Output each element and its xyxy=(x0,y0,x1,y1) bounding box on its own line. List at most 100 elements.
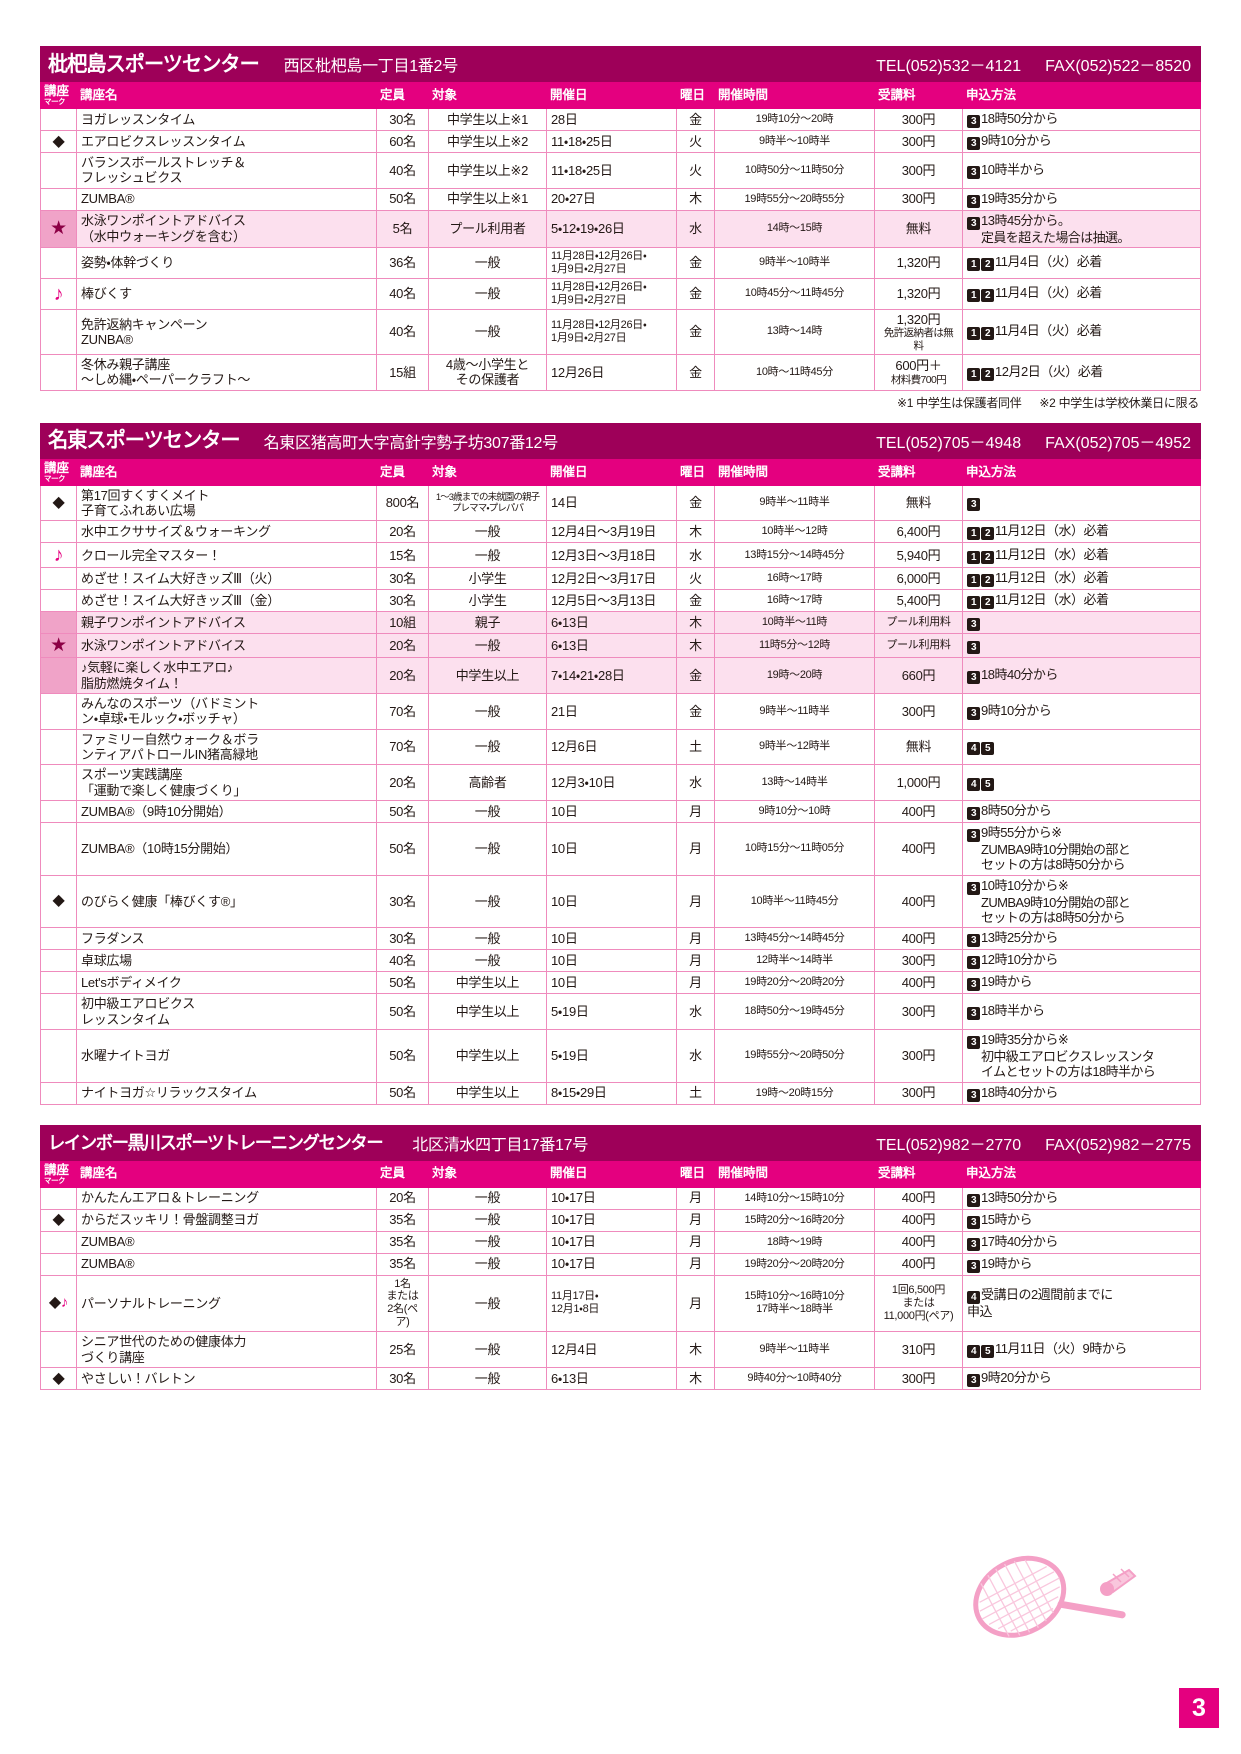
cell-target: 一般 xyxy=(428,1367,547,1391)
column-header-date: 開催日 xyxy=(546,458,677,486)
cell-fee: 1,320円 免許返納者は無料 xyxy=(874,308,963,355)
apply-method-badge-3: 3 xyxy=(967,934,980,948)
cell-day-of-week: 月 xyxy=(676,799,715,823)
cell-capacity: 35名 xyxy=(376,1252,429,1276)
footnote-item: ※2 中学生は学校休業日に限る xyxy=(1039,395,1199,410)
cell-fee: 300円 xyxy=(874,1081,963,1105)
cell-time: 12時半～14時半 xyxy=(714,949,875,973)
cell-day-of-week: 木 xyxy=(676,187,715,211)
cell-time: 19時20分～20時20分 xyxy=(714,1252,875,1276)
cell-course-name: ♪気軽に楽しく水中エアロ♪ 脂肪燃焼タイム！ xyxy=(76,657,377,694)
cell-capacity: 50名 xyxy=(376,971,429,995)
cell-fee: 無料 xyxy=(874,728,963,766)
apply-method-badge-3: 3 xyxy=(967,1088,980,1102)
column-header-capacity: 定員 xyxy=(376,458,429,486)
cell-fee: 5,400円 xyxy=(874,589,963,613)
cell-target: 一般 xyxy=(428,246,547,279)
cell-fee: 1回6,500円 または 11,000円(ペア) xyxy=(874,1274,963,1333)
apply-method-badge-1: 1 xyxy=(967,327,980,341)
cell-apply-method: 3 xyxy=(962,484,1201,522)
cell-course-name: パーソナルトレーニング xyxy=(76,1274,377,1333)
cell-day-of-week: 金 xyxy=(676,657,715,694)
cell-fee-note: 材料費700円 xyxy=(890,373,947,386)
cell-fee: 300円 xyxy=(874,692,963,730)
apply-method-badge-2: 2 xyxy=(981,550,994,564)
cell-time: 10時50分～11時50分 xyxy=(714,152,875,189)
cell-apply-method: 3 18時40分から xyxy=(962,657,1201,694)
course-mark-empty xyxy=(40,692,77,730)
cell-capacity: 30名 xyxy=(376,1367,429,1391)
course-row: めざせ！スイム大好きッズⅢ（火） 30名 小学生 12月2日～3月17日火 16時～17… xyxy=(40,567,1201,591)
apply-method-badge-1: 1 xyxy=(967,596,980,610)
cell-apply-method: 3 19時から xyxy=(962,971,1201,995)
course-row: ZUMBA® 50名 中学生以上※1 20・27日木 19時55分～20時55分 300円… xyxy=(40,187,1201,211)
cell-capacity: 30名 xyxy=(376,589,429,613)
apply-method-extra: 申込 xyxy=(967,1304,993,1320)
cell-date: 12月3・10日 xyxy=(546,764,677,801)
cell-date: 10日 xyxy=(546,927,677,951)
cell-course-name: 免許返納キャンペーン ZUNBA® xyxy=(76,308,377,355)
cell-target: 中学生以上 xyxy=(428,657,547,694)
cell-target: 一般 xyxy=(428,1252,547,1276)
cell-fee: 400円 xyxy=(874,874,963,929)
cell-target: 中学生以上※1 xyxy=(428,108,547,131)
course-row: みんなのスポーツ（バドミント ン・卓球・モルック・ボッチャ） 70名 一般 21日金 9時… xyxy=(40,692,1201,730)
apply-method-badge-5: 5 xyxy=(981,742,994,756)
cell-apply-method: 1 2 11月12日（水）必着 xyxy=(962,520,1201,544)
cell-date: 12月26日 xyxy=(546,353,677,391)
cell-date: 6・13日 xyxy=(546,611,677,635)
cell-capacity: 25名 xyxy=(376,1331,429,1369)
cell-target: 一般 xyxy=(428,277,547,310)
cell-target: 一般 xyxy=(428,821,547,876)
cell-course-name: やさしい！バレトン xyxy=(76,1367,377,1391)
cell-fee: 1,000円 xyxy=(874,764,963,801)
cell-day-of-week: 水 xyxy=(676,542,715,569)
course-mark-empty xyxy=(40,657,77,694)
cell-apply-method: 1 2 12月2日（火）必着 xyxy=(962,353,1201,391)
cell-date: 10日 xyxy=(546,799,677,823)
cell-time: 10時半～11時 xyxy=(714,611,875,635)
cell-course-name: ZUMBA® xyxy=(76,1230,377,1254)
cell-time: 10時半～12時 xyxy=(714,520,875,544)
cell-fee: 400円 xyxy=(874,799,963,823)
cell-capacity: 20名 xyxy=(376,657,429,694)
cell-fee: 無料 xyxy=(874,484,963,522)
cell-day-of-week: 金 xyxy=(676,108,715,131)
cell-course-name: 水中エクササイズ＆ウォーキング xyxy=(76,520,377,544)
course-mark-empty xyxy=(40,1252,77,1276)
cell-fee: 400円 xyxy=(874,1252,963,1276)
cell-capacity: 30名 xyxy=(376,927,429,951)
cell-course-name: のびらく健康「棒びくす®」 xyxy=(76,874,377,929)
apply-method-badge-3: 3 xyxy=(967,1374,980,1388)
column-header-fee: 受講料 xyxy=(874,1160,963,1188)
course-mark-star-icon: ★ xyxy=(40,209,77,248)
cell-fee: 400円 xyxy=(874,1230,963,1254)
cell-time: 10時45分～11時45分 xyxy=(714,277,875,310)
cell-apply-method: 1 2 11月4日（火）必着 xyxy=(962,246,1201,279)
cell-day-of-week: 水 xyxy=(676,209,715,248)
column-header-course-name: 講座名 xyxy=(76,458,377,486)
center-header: レインボー黒川スポーツトレーニングセンター 北区清水四丁目17番17号 TEL(05… xyxy=(40,1124,1201,1161)
cell-day-of-week: 月 xyxy=(676,874,715,929)
cell-fee: 400円 xyxy=(874,927,963,951)
cell-time: 14時10分～15時10分 xyxy=(714,1186,875,1210)
cell-fee: 600円＋ 材料費700円 xyxy=(874,353,963,391)
apply-method-badge-3: 3 xyxy=(967,498,980,512)
cell-date: 10・17日 xyxy=(546,1252,677,1276)
apply-method-extra: ZUMBA9時10分開始の部と xyxy=(981,841,1131,857)
column-header-course-name: 講座名 xyxy=(76,82,377,109)
cell-target: 一般 xyxy=(428,1186,547,1210)
course-mark-empty xyxy=(40,520,77,544)
apply-method-badge-3: 3 xyxy=(967,137,980,150)
cell-course-name: からだスッキリ！骨盤調整ヨガ xyxy=(76,1208,377,1232)
column-header-apply-method: 申込方法 xyxy=(962,458,1201,486)
course-mark-diamond-music-icon: ◆♪ xyxy=(40,1274,77,1333)
cell-day-of-week: 火 xyxy=(676,130,715,153)
apply-method-badge-3: 3 xyxy=(967,216,980,230)
cell-day-of-week: 月 xyxy=(676,1186,715,1210)
course-row: かんたんエアロ＆トレーニング 20名 一般 10・17日月 14時10分～15時10分 4… xyxy=(40,1186,1201,1210)
apply-method-badge-3: 3 xyxy=(967,881,980,895)
cell-target: 一般 xyxy=(428,799,547,823)
